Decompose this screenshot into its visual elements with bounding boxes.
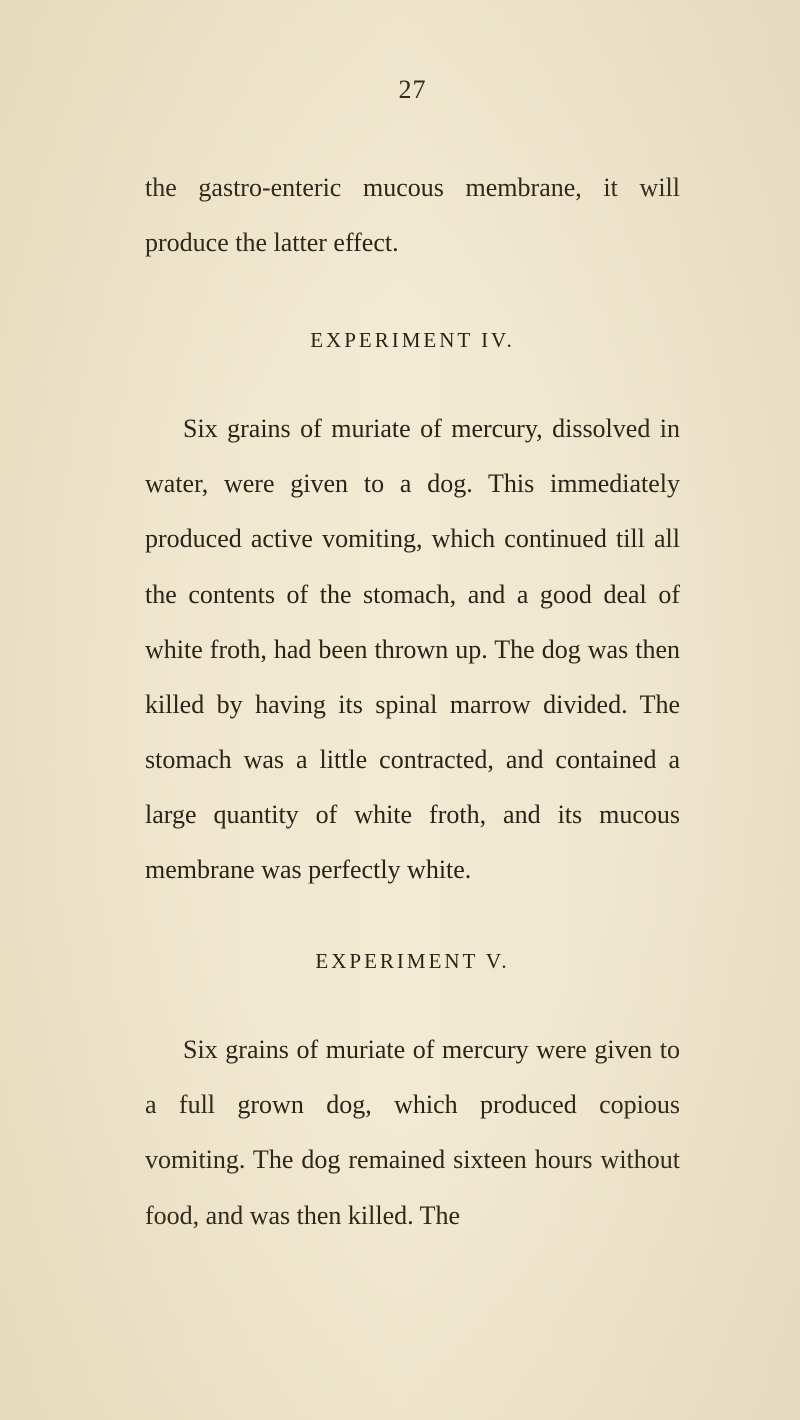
experiment-4-body: Six grains of muriate of mercury, dissol…: [145, 401, 680, 897]
experiment-4-heading: EXPERIMENT IV.: [145, 328, 680, 353]
book-page: 27 the gastro-enteric mucous membrane, i…: [0, 0, 800, 1420]
experiment-5-body: Six grains of muriate of mercury were gi…: [145, 1022, 680, 1242]
intro-paragraph: the gastro-enteric mucous membrane, it w…: [145, 160, 680, 270]
page-number: 27: [145, 75, 680, 105]
experiment-5-heading: EXPERIMENT V.: [145, 949, 680, 974]
